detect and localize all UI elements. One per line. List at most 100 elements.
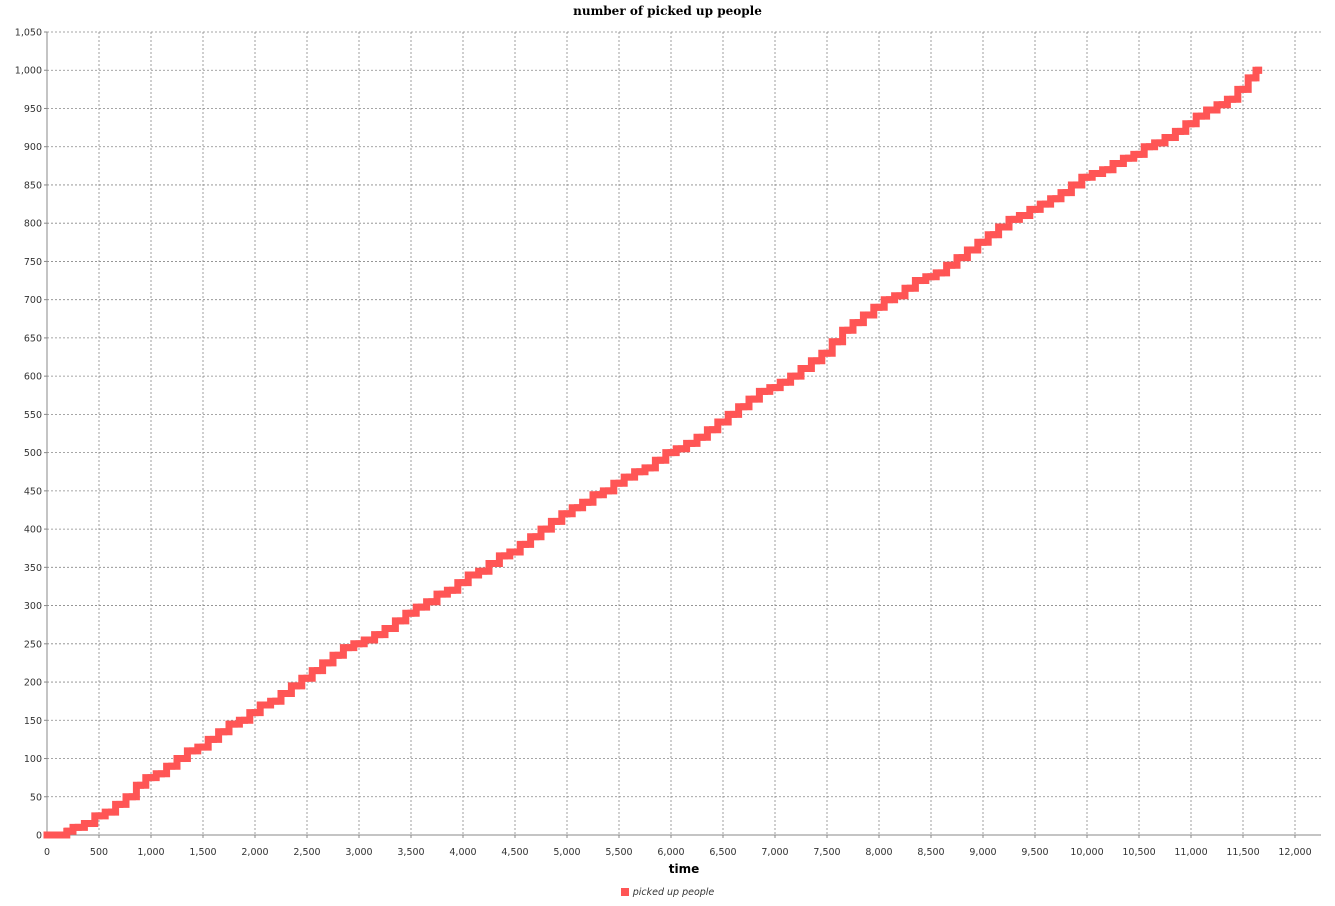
plot-background	[47, 32, 1321, 835]
data-point	[480, 567, 488, 575]
y-tick-label: 100	[24, 754, 42, 765]
data-point	[87, 820, 95, 828]
data-point	[209, 735, 217, 743]
data-point	[324, 659, 332, 667]
chart-title: number of picked up people	[573, 4, 762, 18]
data-point	[865, 311, 873, 319]
data-point	[303, 674, 311, 682]
y-tick-label: 1,050	[15, 28, 42, 39]
data-point	[199, 743, 207, 751]
y-tick-label: 1,000	[15, 66, 42, 77]
x-tick-label: 2,000	[241, 847, 268, 858]
data-point	[334, 651, 342, 659]
x-tick-label: 8,000	[865, 847, 892, 858]
data-point	[1229, 95, 1237, 103]
data-point	[107, 808, 115, 816]
data-point	[1218, 101, 1226, 109]
data-point	[157, 770, 165, 778]
x-tick-label: 10,500	[1122, 847, 1155, 858]
data-point	[397, 617, 405, 625]
data-point	[313, 667, 321, 675]
data-point	[459, 579, 467, 587]
data-point	[1208, 106, 1216, 114]
data-point	[490, 560, 498, 568]
y-tick-label: 650	[24, 333, 42, 344]
y-tick-label: 950	[24, 104, 42, 115]
x-tick-label: 5,500	[605, 847, 632, 858]
data-point	[719, 418, 727, 426]
data-point	[667, 449, 675, 457]
data-point	[1156, 139, 1164, 147]
legend-label: picked up people	[632, 887, 715, 898]
data-point	[1093, 169, 1101, 177]
data-point	[137, 781, 145, 789]
data-point	[771, 384, 779, 392]
data-point	[677, 445, 685, 453]
data-point	[927, 273, 935, 281]
data-point	[189, 747, 197, 755]
data-point	[906, 284, 914, 292]
data-point	[1073, 181, 1081, 189]
x-tick-label: 11,500	[1226, 847, 1259, 858]
y-tick-label: 350	[24, 563, 42, 574]
x-tick-label: 6,000	[657, 847, 684, 858]
data-point	[1000, 223, 1008, 231]
data-point	[220, 728, 228, 736]
data-point	[636, 468, 644, 476]
data-point	[740, 403, 748, 411]
data-point	[1125, 154, 1133, 162]
data-point	[1239, 85, 1247, 93]
data-point	[1249, 74, 1257, 82]
x-tick-label: 9,000	[969, 847, 996, 858]
data-point	[116, 800, 124, 808]
data-point	[251, 709, 259, 717]
data-point	[428, 598, 436, 606]
data-point	[501, 552, 509, 560]
data-point	[1031, 205, 1039, 213]
y-tick-label: 700	[24, 295, 42, 306]
data-point	[1021, 212, 1029, 220]
y-tick-label: 900	[24, 142, 42, 153]
x-tick-label: 4,000	[449, 847, 476, 858]
x-tick-label: 11,000	[1174, 847, 1207, 858]
x-tick-label: 7,500	[813, 847, 840, 858]
data-point	[376, 631, 384, 639]
data-point	[969, 246, 977, 254]
y-tick-label: 750	[24, 257, 42, 268]
data-point	[657, 456, 665, 464]
x-axis-label: time	[669, 862, 700, 876]
data-point	[511, 548, 519, 556]
data-point	[1177, 127, 1185, 135]
data-point	[1010, 215, 1018, 223]
x-tick-label: 1,000	[137, 847, 164, 858]
data-point	[365, 636, 373, 644]
data-point	[553, 517, 561, 525]
x-tick-label: 9,500	[1021, 847, 1048, 858]
data-point	[688, 439, 696, 447]
data-point	[128, 793, 136, 801]
data-point	[698, 433, 706, 441]
data-point	[147, 774, 155, 782]
x-tick-label: 3,000	[345, 847, 372, 858]
data-point	[1041, 200, 1049, 208]
legend: picked up people	[0, 887, 1335, 898]
axes	[44, 31, 1321, 838]
y-tick-label: 200	[24, 678, 42, 689]
y-tick-label: 0	[36, 831, 42, 842]
tick-labels: 0 500 1,000 1,500 2,000 2,500 3,000 3,500 4,000 4…	[15, 28, 1312, 859]
data-point	[241, 716, 249, 724]
data-point	[885, 296, 893, 304]
x-tick-label: 12,000	[1278, 847, 1311, 858]
data-point	[542, 525, 550, 533]
y-tick-label: 850	[24, 180, 42, 191]
data-point	[958, 254, 966, 262]
data-point	[709, 426, 717, 434]
data-point	[896, 292, 904, 300]
data-point	[449, 586, 457, 594]
data-point	[875, 303, 883, 311]
data-point	[386, 625, 394, 633]
data-point	[781, 378, 789, 386]
x-tick-label: 6,500	[709, 847, 736, 858]
data-point	[178, 755, 186, 763]
